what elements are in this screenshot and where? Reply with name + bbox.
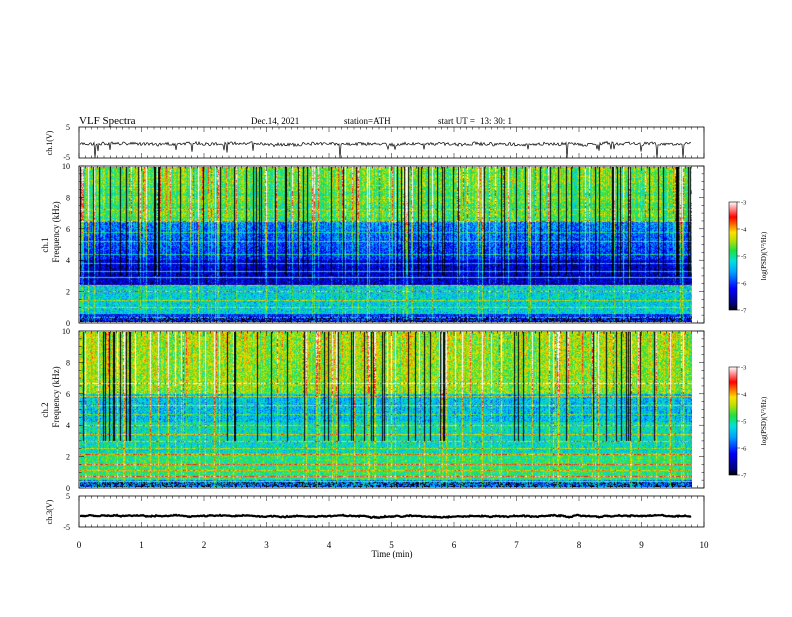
ch2-colorbar-label: log(PSD)(V²/Hz) [760,396,768,445]
time-tick-label: 6 [452,540,457,550]
ch2-frequency-tick-labels: 0 2 4 6 8 10 [62,327,70,493]
ch1-spec-ylabel-freq: Frequency (kHz) [51,201,61,262]
time-tick-label: 4 [327,540,332,550]
time-tick-label: 5 [389,540,394,550]
ch1-colorbar-label: log(PSD)(V²/Hz) [760,231,768,280]
figure-title: VLF Spectra [79,115,136,127]
frequency-tick-label: 8 [66,358,70,367]
time-tick-label: 7 [514,540,519,550]
frequency-tick-label: 10 [62,327,70,336]
ch3-ylabel: ch.3(V) [45,499,54,524]
ch1-waveform-trace [79,140,692,159]
ch1-spectrogram-ticks [78,165,705,324]
frequency-tick-label: 2 [66,453,70,462]
ch2-colorbar [728,366,738,476]
frequency-tick-label: 6 [66,225,70,234]
ch2-spectrogram-heatmap [80,332,692,487]
ch1-waveform-ticks [78,127,705,158]
start-ut-label: start UT = [438,116,475,126]
ch2-spectrogram-ticks [78,330,705,489]
colorbar-tick-label: -4 [741,392,747,399]
time-tick-label: 3 [264,540,269,550]
time-tick-label: 9 [639,540,644,550]
ch1-ylabel: ch.1(V) [45,130,54,155]
time-tick-label: 0 [77,540,82,550]
colorbar-tick-label: -6 [741,446,747,453]
colorbar-tick-label: -6 [741,281,747,288]
frequency-tick-label: 6 [66,390,70,399]
time-axis-label: Time (min) [372,549,413,559]
ch3-ytick-top: 5 [66,492,70,501]
frequency-tick-label: 2 [66,288,70,297]
colorbar-tick-label: -5 [741,254,746,261]
ch2-spec-ylabel-freq: Frequency (kHz) [51,366,61,427]
frequency-tick-label: 10 [62,162,70,171]
ch3-waveform-panel: 5 -5 ch.3(V) [45,492,705,532]
frequency-tick-label: 0 [66,484,70,493]
colorbar-tick-label: -3 [741,365,746,372]
frequency-tick-label: 0 [66,319,70,328]
ch1-colorbar-ticks: -3 -4 -5 -6 -7 [737,200,747,315]
ch1-spectrogram-heatmap [80,167,692,322]
ch1-spec-ylabel-ch: ch.1 [40,237,50,252]
date-label: Dec.14, 2021 [251,116,299,126]
ch2-spec-ylabel-ch: ch.2 [40,402,50,417]
ch1-waveform-panel: 5 -5 ch.1(V) [45,123,705,162]
time-tick-label: 8 [577,540,582,550]
frequency-tick-label: 4 [66,421,70,430]
ch1-colorbar [728,201,738,311]
time-tick-label: 10 [700,540,710,550]
station-label: station=ATH [344,116,391,126]
time-axis-tick-labels: 0 1 2 3 4 5 6 7 8 9 10 [77,540,709,550]
frequency-tick-label: 8 [66,193,70,202]
colorbar-tick-label: -7 [741,308,747,315]
ch1-ytick-bottom: -5 [63,153,70,162]
ch2-colorbar-ticks: -3 -4 -5 -6 -7 [737,365,747,480]
frequency-tick-label: 4 [66,256,70,265]
ch3-ytick-bottom: -5 [63,523,70,532]
colorbar-tick-label: -3 [741,200,746,207]
time-tick-label: 1 [139,540,144,550]
start-ut-value: 13: 30: 1 [480,116,512,126]
colorbar-tick-label: -7 [741,473,747,480]
ch1-ytick-top: 5 [66,123,70,132]
ch3-waveform-ticks [78,496,705,527]
colorbar-tick-label: -4 [741,227,747,234]
ch3-waveform-trace [79,513,692,520]
time-tick-label: 2 [202,540,207,550]
ch1-frequency-tick-labels: 0 2 4 6 8 10 [62,162,70,328]
colorbar-tick-label: -5 [741,419,746,426]
ch3-waveform-frame [78,495,705,528]
